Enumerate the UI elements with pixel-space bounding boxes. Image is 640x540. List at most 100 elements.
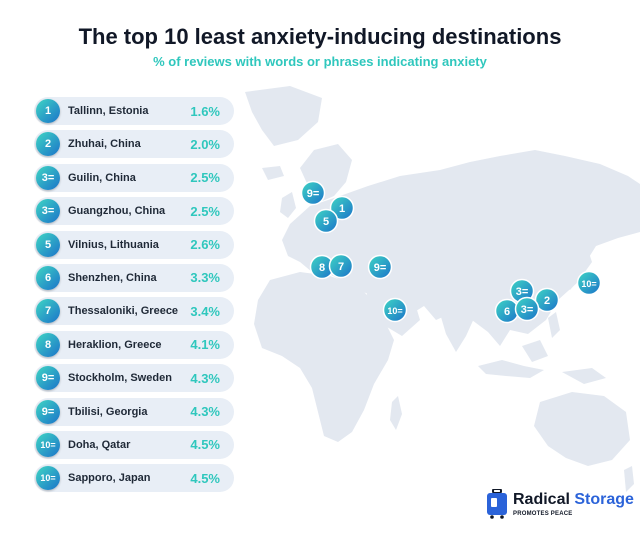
logo-wordmark: Radical Storage [513,491,634,509]
rank-row: 3= Guilin, China 2.5% [34,163,234,192]
map-marker: 9= [367,254,393,280]
rank-badge: 5 [36,232,60,257]
place-name: Shenzhen, China [68,271,157,284]
percent-value: 2.6% [190,237,220,253]
percent-value: 3.3% [190,270,220,286]
place-name: Heraklion, Greece [68,338,162,351]
uk-landmass [280,192,296,218]
map-marker-label: 2 [544,295,550,307]
map-marker-label: 10= [581,279,596,289]
rank-badge: 9= [36,399,60,424]
rank-row: 6 Shenzhen, China 3.3% [34,263,234,292]
greenland-landmass [245,86,322,146]
rank-badge: 9= [36,366,60,391]
rank-badge: 10= [36,466,60,491]
rank-badge: 8 [36,332,60,357]
rank-row: 10= Doha, Qatar 4.5% [34,430,234,459]
rank-row: 9= Stockholm, Sweden 4.3% [34,364,234,393]
percent-value: 2.5% [190,203,220,219]
percent-value: 3.4% [190,303,220,319]
australia-landmass [534,392,630,466]
percent-value: 1.6% [190,103,220,119]
place-name: Sapporo, Japan [68,472,151,485]
radical-storage-logo: Radical Storage PROMOTES PEACE [486,489,634,525]
map-marker-label: 5 [323,216,329,228]
map-marker-circle [329,195,355,221]
map-marker-circle [367,254,393,280]
map-marker-label: 3= [516,286,529,298]
page-subtitle: % of reviews with words or phrases indic… [153,54,487,69]
map-marker-label: 9= [374,262,387,274]
map-marker: 8 [309,254,335,280]
place-name: Vilnius, Lithuania [68,238,159,251]
rank-badge: 7 [36,299,60,324]
map-marker-label: 6 [504,306,510,318]
page-title: The top 10 least anxiety-inducing destin… [78,24,562,49]
percent-value: 2.0% [190,136,220,152]
percent-value: 4.5% [190,437,220,453]
percent-value: 4.5% [190,470,220,486]
map-marker: 2 [534,287,560,313]
map-marker-circle [382,297,408,323]
india-landmass [436,296,476,352]
borneo-landmass [522,340,548,362]
map-marker: 9= [300,180,326,206]
place-name: Zhuhai, China [68,138,141,151]
philippines-landmass [548,312,560,338]
place-name: Doha, Qatar [68,438,131,451]
new-guinea-landmass [562,368,606,384]
rank-row: 8 Heraklion, Greece 4.1% [34,330,234,359]
new-zealand-landmass [624,466,634,492]
rank-row: 9= Tbilisi, Georgia 4.3% [34,397,234,426]
rank-badge: 10= [36,432,60,457]
map-marker-label: 9= [307,188,320,200]
rank-row: 5 Vilnius, Lithuania 2.6% [34,230,234,259]
place-name: Tallinn, Estonia [68,105,149,117]
rank-row: 7 Thessaloniki, Greece 3.4% [34,297,234,326]
rank-badge: 1 [36,99,60,123]
rank-badge: 2 [36,132,60,157]
map-markers: 9= 15 8 7 9= 10= 3= 2 6 3= 10= [300,180,602,324]
rank-row: 3= Guangzhou, China 2.5% [34,197,234,226]
map-marker-label: 8 [319,262,325,274]
map-marker-label: 10= [387,306,402,316]
percent-value: 4.3% [190,404,220,420]
map-marker: 7 [328,253,354,279]
indonesia-landmass [478,360,544,378]
map-marker: 5 [313,208,339,234]
rank-row: 10= Sapporo, Japan 4.5% [34,464,234,493]
logo-word-radical: Radical [513,491,570,508]
place-name: Tbilisi, Georgia [68,405,148,418]
map-marker-label: 3= [521,304,534,316]
logo-word-storage: Storage [574,491,634,508]
percent-value: 4.1% [190,337,220,353]
map-marker-circle [313,208,339,234]
place-name: Stockholm, Sweden [68,372,172,385]
place-name: Guangzhou, China [68,205,166,218]
map-marker-circle [534,287,560,313]
map-marker-circle [328,253,354,279]
rank-badge: 3= [36,199,60,224]
madagascar-landmass [390,396,402,430]
map-marker-label: 7 [338,261,344,273]
japan-landmass [564,244,592,290]
map-marker: 1 [329,195,355,221]
map-marker: 3= [514,296,540,322]
rank-badge: 3= [36,165,60,190]
percent-value: 2.5% [190,170,220,186]
map-marker-label: 1 [339,203,345,215]
rank-badge: 6 [36,265,60,290]
africa-landmass [254,272,394,442]
suitcase-icon [487,489,507,519]
map-marker: 10= [576,270,602,296]
map-marker-circle [576,270,602,296]
logo-tagline: PROMOTES PEACE [513,511,573,517]
map-marker-circle [514,296,540,322]
ranking-list: 1 Tallinn, Estonia 1.6% 2 Zhuhai, China 2.0% 3… [34,97,234,498]
map-marker-circle [300,180,326,206]
percent-value: 4.3% [190,370,220,386]
map-marker: 10= [382,297,408,323]
place-name: Thessaloniki, Greece [68,305,179,318]
place-name: Guilin, China [68,171,136,184]
